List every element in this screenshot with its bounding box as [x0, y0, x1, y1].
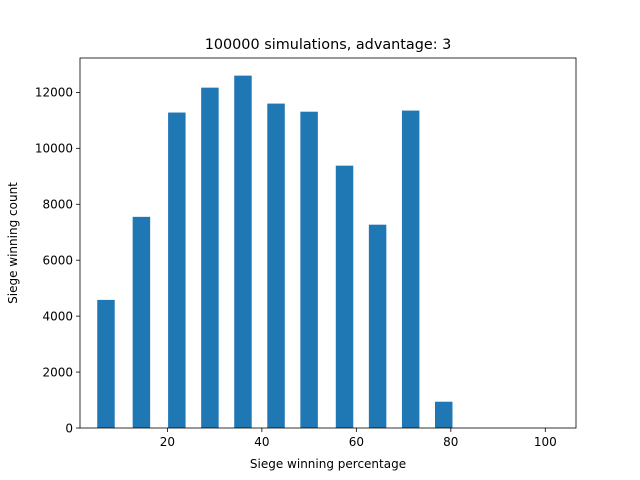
- bar: [335, 165, 354, 429]
- y-axis-label: Siege winning count: [6, 182, 20, 304]
- bar: [132, 216, 151, 428]
- x-tick-label: 60: [349, 435, 364, 449]
- bars: [97, 75, 453, 429]
- y-tick-label: 8000: [42, 198, 73, 212]
- bar: [368, 224, 387, 428]
- x-tick-label: 80: [443, 435, 458, 449]
- x-tick-label: 20: [160, 435, 175, 449]
- x-tick-label: 40: [254, 435, 269, 449]
- bar: [434, 401, 453, 428]
- x-axis: 20 40 60 80 100: [160, 428, 557, 449]
- y-tick-label: 2000: [42, 365, 73, 379]
- bar: [300, 111, 318, 428]
- bar: [97, 299, 115, 428]
- bar: [234, 75, 252, 429]
- plot-frame: [79, 57, 577, 429]
- y-tick-label: 12000: [35, 86, 73, 100]
- bar: [168, 112, 186, 428]
- y-tick-label: 10000: [35, 142, 73, 156]
- x-axis-label: Siege winning percentage: [250, 457, 406, 471]
- y-tick-label: 4000: [42, 309, 73, 323]
- bar: [401, 110, 420, 428]
- y-tick-label: 0: [65, 421, 73, 435]
- chart-title: 100000 simulations, advantage: 3: [205, 37, 452, 53]
- bar: [267, 103, 285, 428]
- y-tick-label: 6000: [42, 253, 73, 267]
- x-tick-label: 100: [534, 435, 557, 449]
- bar: [201, 87, 219, 428]
- y-axis: 0 2000 4000 6000 8000 10000 12000: [35, 86, 80, 435]
